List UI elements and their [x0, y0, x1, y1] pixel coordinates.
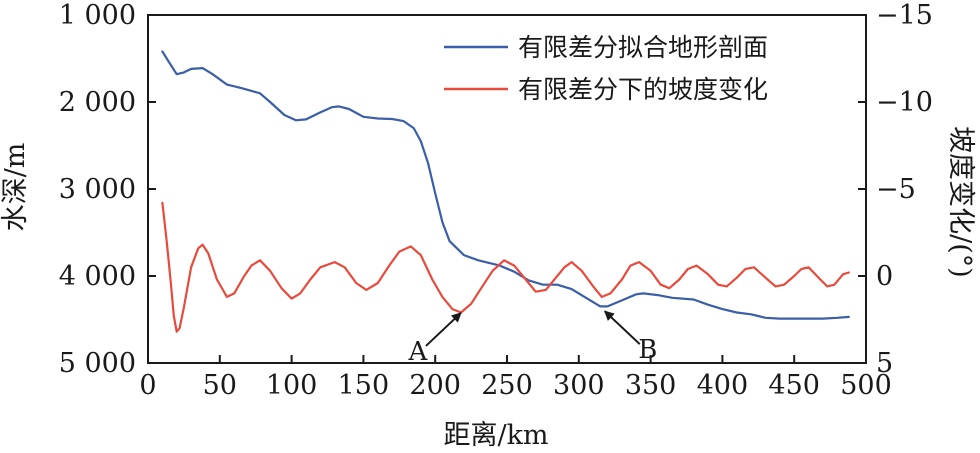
left-y-tick-label: 3 000 [59, 174, 136, 205]
right-y-tick-label: −10 [876, 87, 933, 118]
x-tick-label: 100 [266, 370, 318, 401]
right-y-tick-label: 0 [876, 261, 893, 292]
annotation-arrow-1 [604, 310, 641, 345]
x-tick-label: 50 [203, 370, 237, 401]
x-tick-label: 500 [840, 370, 892, 401]
x-tick-label: 0 [139, 370, 156, 401]
legend-label-1: 有限差分下的坡度变化 [518, 75, 768, 104]
annotation-label-0: A [408, 337, 429, 367]
x-tick-label: 350 [625, 370, 677, 401]
annotation-arrow-0 [425, 312, 462, 347]
x-tick-label: 450 [768, 370, 820, 401]
annotation-label-1: B [638, 335, 657, 365]
x-tick-label: 250 [481, 370, 533, 401]
x-axis-title: 距离/km [443, 420, 548, 451]
x-tick-label: 150 [338, 370, 390, 401]
plot-border [147, 14, 867, 364]
right-y-tick-label: −15 [876, 0, 933, 31]
x-tick-label: 400 [697, 370, 749, 401]
left-y-axis-ticks: 1 000 2 000 3 000 4 000 5 000 [59, 0, 156, 379]
series-layer [161, 50, 850, 333]
right-y-axis-title: 坡度变化/(°) [945, 126, 976, 278]
left-y-tick-label: 5 000 [59, 348, 136, 379]
series-line-1 [161, 201, 850, 333]
x-tick-label: 200 [409, 370, 461, 401]
plot-frame [147, 14, 867, 364]
left-y-tick-label: 2 000 [59, 87, 136, 118]
right-y-tick-label: −5 [876, 174, 916, 205]
right-y-axis-ticks: −15 −10 −5 0 5 [858, 0, 933, 379]
left-y-axis-title: 水深/m [0, 143, 31, 232]
right-y-tick-label: 5 [876, 348, 893, 379]
series-line-0 [161, 50, 850, 320]
legend-label-0: 有限差分拟合地形剖面 [518, 33, 768, 62]
x-tick-label: 300 [553, 370, 605, 401]
left-y-tick-label: 4 000 [59, 261, 136, 292]
left-y-tick-label: 1 000 [59, 0, 136, 31]
x-axis-ticks: 0 50 100 150 200 250 300 350 400 450 500 [139, 355, 892, 401]
